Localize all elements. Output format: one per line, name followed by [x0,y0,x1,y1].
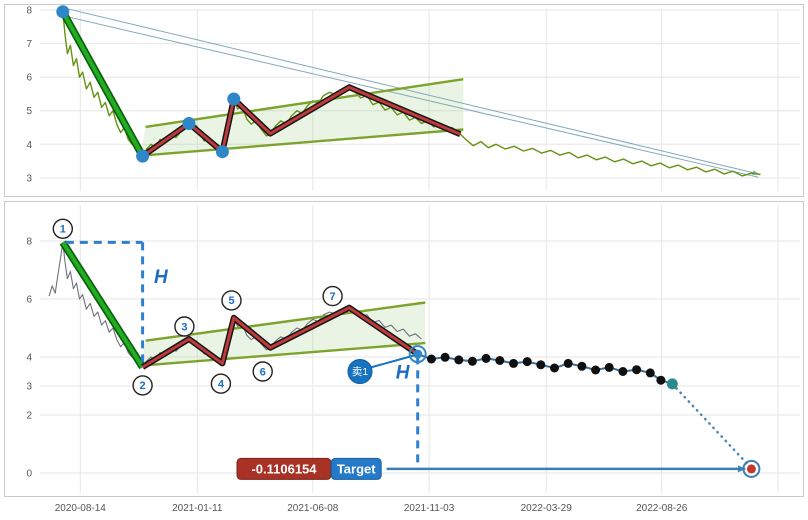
price-line-pre [48,242,64,297]
price-dot [454,355,464,365]
price-dot [656,375,666,385]
price-dot [632,365,642,375]
price-dot [495,356,505,365]
sell-signal-badge[interactable] [347,359,373,384]
y-axis-label: 7 [26,39,32,50]
descent-dotted [671,382,753,470]
y-axis-label: 6 [26,295,32,306]
top-panel-border [4,4,804,197]
handle-dot-5[interactable] [227,92,241,106]
y-axis-label: 8 [26,237,32,248]
x-axis-label: 2021-01-11 [172,503,223,514]
wave-2-marker-label: 2 [140,380,146,392]
y-axis-label: 5 [26,106,32,117]
y-axis-label: 3 [26,173,32,184]
price-dot [536,360,546,370]
channel-fill [140,302,426,366]
wave-3-marker[interactable] [174,316,195,337]
price-dot [618,367,628,376]
wave-7-marker-label: 7 [330,291,336,303]
target-value-badge-text: -0.1106154 [251,461,317,476]
wave-6-marker[interactable] [252,361,273,382]
wave-6-marker-label: 6 [260,366,266,378]
price-dot [577,361,587,371]
price-dot [440,352,450,362]
wave-4-marker-label: 4 [218,379,225,391]
handle-dot-4[interactable] [215,145,229,159]
impulse-line [61,241,145,369]
wave-5-marker-label: 5 [228,295,234,307]
x-axis-label: 2022-03-29 [521,503,573,514]
y-axis-label: 8 [26,6,32,17]
y-axis-label: 4 [26,353,32,364]
zigzag-line [141,306,419,369]
wave-4-marker[interactable] [210,373,232,394]
wave-5-marker[interactable] [221,290,242,311]
target-label-badge-text: Target [337,461,376,476]
price-dot [426,354,436,364]
handle-dot-1[interactable] [56,5,70,19]
upper-chart-panel[interactable]: 8 7 6 5 4 3 [4,4,804,197]
price-dot [591,365,601,375]
h-label-target: H [396,363,411,384]
y-axis-label: 2 [26,411,32,422]
h-label-entry: H [154,267,169,288]
y-axis-label: 6 [26,73,32,84]
fan-line-upper [62,7,759,175]
wave-2-marker[interactable] [132,375,153,396]
impulse-line [60,10,145,158]
price-dot [604,362,614,372]
price-dot [645,368,655,378]
price-dot [522,357,532,367]
lower-chart-panel[interactable]: 8 6 4 3 2 0 2020-08-14 2021-01-11 2021-06-08 2021… [4,201,804,519]
x-axis-label: 2021-06-08 [287,503,339,514]
channel-upper-line [145,78,464,129]
target-arrow-arrowhead [738,465,746,473]
bottom-panel-border [4,201,804,497]
wave-3-marker-label: 3 [181,321,187,333]
channel-lower-line [140,128,464,157]
y-axis-label: 0 [26,469,32,480]
wave-1-marker[interactable] [52,218,73,239]
wave-1-marker-label: 1 [60,224,66,236]
sell-point-ring [408,345,427,364]
x-axis-label: 2020-08-14 [55,503,107,514]
price-dot [509,358,518,368]
channel-lower-line [140,341,426,367]
handle-dot-3[interactable] [182,117,196,130]
sell-point-dot[interactable] [413,349,423,359]
price-dot [467,356,477,366]
target-ring [742,459,761,478]
fan-line-lower [62,15,759,178]
price-dot [481,353,491,363]
y-axis-label: 3 [26,382,32,393]
price-line [62,11,761,177]
price-dot [550,363,559,373]
handle-dot-2[interactable] [136,149,150,163]
channel-upper-line [145,301,426,342]
price-dot [563,358,573,368]
y-axis-label: 4 [26,140,32,151]
wave-7-marker[interactable] [322,285,343,307]
x-axis-label: 2022-08-26 [636,503,688,514]
target-dot[interactable] [746,464,756,474]
bend-dot [666,378,678,390]
target-label-badge[interactable] [330,457,382,480]
x-axis-label: 2021-11-03 [404,503,455,514]
sell-signal-badge-text: 卖1 [352,366,368,378]
